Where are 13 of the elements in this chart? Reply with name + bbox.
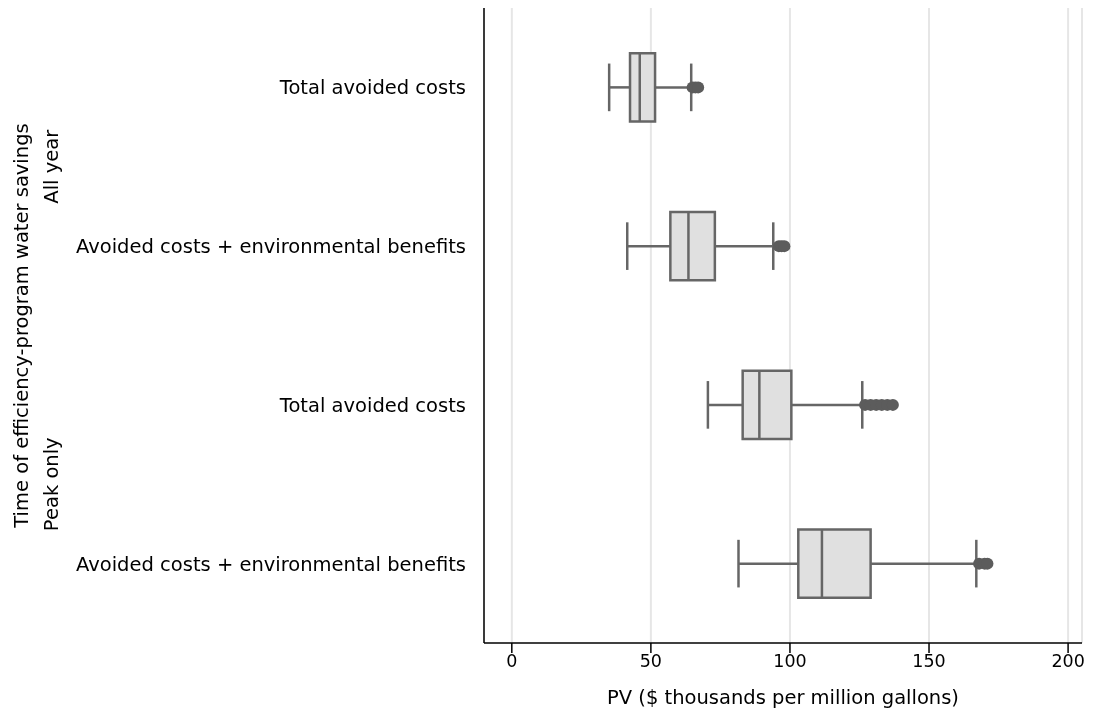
text: All year [39, 128, 63, 204]
x-tick-label: 0 [506, 651, 518, 672]
y-tick-label: Avoided costs + environmental benefits [76, 552, 466, 576]
y-axis-title: Time of efficiency-program water savings [9, 123, 33, 529]
x-tick-label: 150 [912, 651, 946, 672]
text: Peak only [39, 437, 63, 532]
x-tick-label: 200 [1051, 651, 1085, 672]
x-tick-label: 100 [773, 651, 807, 672]
y-tick-label: Total avoided costs [278, 393, 466, 417]
y-tick-label: Avoided costs + environmental benefits [76, 235, 466, 259]
x-tick-label: 50 [639, 651, 663, 672]
x-axis-title: PV ($ thousands per million gallons) [607, 685, 959, 709]
y-tick-label: Total avoided costs [278, 76, 466, 100]
